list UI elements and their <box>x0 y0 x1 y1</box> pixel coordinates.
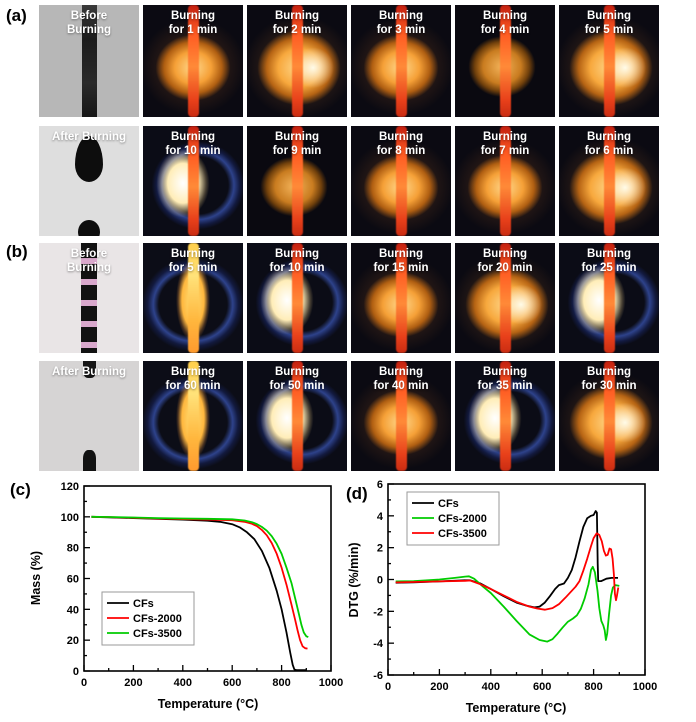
photo-caption: Burning for 3 min <box>376 10 426 37</box>
photo-caption: Burning for 20 min <box>477 248 533 275</box>
x-tick-label: 200 <box>124 677 142 689</box>
photo-caption: Burning for 8 min <box>376 131 426 158</box>
photo-tile: Burning for 6 min <box>559 126 659 236</box>
series-CFs-3500 <box>91 515 309 638</box>
y-tick-label: 4 <box>377 511 384 523</box>
photo-tile: Burning for 7 min <box>455 126 555 236</box>
photo-tile: Burning for 1 min <box>143 5 243 117</box>
y-tick-label: 80 <box>67 543 79 555</box>
x-tick-label: 600 <box>223 677 241 689</box>
photo-tile: Burning for 30 min <box>559 361 659 471</box>
photo-tile: Burning for 4 min <box>455 5 555 117</box>
tga-mass-chart: 0 200 400 600 800 1000 0 20 40 60 80 100 120 Temperat… <box>29 481 343 711</box>
photo-tile: Burning for 2 min <box>247 5 347 117</box>
y-tick-label: -4 <box>373 638 384 650</box>
y-axis-title: Mass (%) <box>29 551 43 605</box>
photo-tile: Burning for 10 min <box>143 126 243 236</box>
legend-label: CFs-2000 <box>133 613 182 625</box>
photo-tile: Burning for 40 min <box>351 361 451 471</box>
y-tick-label: 0 <box>377 575 383 587</box>
photo-caption: Burning for 2 min <box>272 10 322 37</box>
photo-caption: Burning for 60 min <box>165 366 221 393</box>
photo-caption: Burning for 6 min <box>584 131 634 158</box>
photo-caption: Burning for 10 min <box>269 248 325 275</box>
y-tick-label: 6 <box>377 479 383 491</box>
y-tick-label: 0 <box>73 666 79 678</box>
legend-label: CFs-3500 <box>133 628 182 640</box>
series-CFs-2000 <box>395 565 620 643</box>
photo-tile: Burning for 5 min <box>143 243 243 353</box>
photo-caption: Burning for 4 min <box>480 10 530 37</box>
photo-caption: Burning for 9 min <box>272 131 322 158</box>
photo-caption: Burning for 30 min <box>581 366 637 393</box>
x-tick-label: 400 <box>482 681 500 693</box>
legend-label: CFs <box>438 498 459 510</box>
y-tick-label: 120 <box>61 481 79 493</box>
photo-caption: Before Burning <box>66 10 112 37</box>
x-tick-label: 1000 <box>633 681 657 693</box>
photo-caption: Burning for 15 min <box>373 248 429 275</box>
panel-c-label: (c) <box>10 480 31 499</box>
y-tick-label: 60 <box>67 574 79 586</box>
photo-tile: Burning for 9 min <box>247 126 347 236</box>
x-tick-label: 600 <box>533 681 551 693</box>
x-tick-label: 0 <box>385 681 391 693</box>
photo-tile: Burning for 5 min <box>559 5 659 117</box>
panel-b-label: (b) <box>6 242 28 261</box>
photo-tile: Burning for 35 min <box>455 361 555 471</box>
y-axis-title: DTG (%/min) <box>347 543 361 618</box>
photo-tile: Before Burning <box>39 5 139 117</box>
photo-tile: Burning for 8 min <box>351 126 451 236</box>
legend-label: CFs-2000 <box>438 513 487 525</box>
photo-caption: Burning for 40 min <box>373 366 429 393</box>
y-tick-label: 20 <box>67 635 79 647</box>
y-tick-label: -2 <box>373 606 383 618</box>
photo-caption: After Burning <box>51 131 127 143</box>
photo-tile: Before Burning <box>39 243 139 353</box>
y-tick-label: -6 <box>373 670 383 682</box>
photo-caption: Burning for 25 min <box>581 248 637 275</box>
legend-label: CFs-3500 <box>438 528 487 540</box>
y-tick-label: 2 <box>377 543 383 555</box>
y-tick-label: 100 <box>61 512 79 524</box>
photo-row: After Burning Burning for 60 min Burning f… <box>39 361 659 471</box>
photo-caption: Burning for 5 min <box>584 10 634 37</box>
x-axis-title: Temperature (°C) <box>466 701 567 715</box>
photo-caption: Burning for 10 min <box>165 131 221 158</box>
photo-caption: After Burning <box>51 366 127 378</box>
x-tick-label: 800 <box>272 677 290 689</box>
photo-tile: Burning for 15 min <box>351 243 451 353</box>
photo-caption: Burning for 35 min <box>477 366 533 393</box>
dtg-chart: 0 200 400 600 800 1000 -6 -4 -2 0 2 4 6 Temperature (… <box>347 479 657 715</box>
photo-caption: Burning for 50 min <box>269 366 325 393</box>
x-tick-label: 1000 <box>319 677 343 689</box>
photo-caption: Burning for 7 min <box>480 131 530 158</box>
photo-tile: Burning for 3 min <box>351 5 451 117</box>
x-tick-label: 400 <box>174 677 192 689</box>
legend-box <box>406 491 500 546</box>
photo-tile: Burning for 50 min <box>247 361 347 471</box>
photo-caption: Burning for 5 min <box>168 248 218 275</box>
y-tick-label: 40 <box>67 604 79 616</box>
legend-label: CFs <box>133 598 154 610</box>
x-tick-label: 800 <box>584 681 602 693</box>
photo-tile: Burning for 10 min <box>247 243 347 353</box>
photo-tile: After Burning <box>39 361 139 471</box>
photo-row: Before Burning Burning for 1 min Burning f… <box>39 5 659 117</box>
photo-row: After Burning Burning for 10 min Burning f… <box>39 126 659 236</box>
series-CFs-3500 <box>395 532 620 611</box>
photo-row: Before Burning Burning for 5 min Burning f… <box>39 243 659 353</box>
x-axis-title: Temperature (°C) <box>158 697 259 711</box>
x-tick-label: 200 <box>430 681 448 693</box>
photo-tile: Burning for 60 min <box>143 361 243 471</box>
photo-caption: Burning for 1 min <box>168 10 218 37</box>
photo-caption: Before Burning <box>66 248 112 275</box>
panel-d-label: (d) <box>346 484 368 503</box>
photo-tile: Burning for 25 min <box>559 243 659 353</box>
panel-a-label: (a) <box>6 6 27 25</box>
x-tick-label: 0 <box>81 677 87 689</box>
photo-tile: Burning for 20 min <box>455 243 555 353</box>
photo-tile: After Burning <box>39 126 139 236</box>
